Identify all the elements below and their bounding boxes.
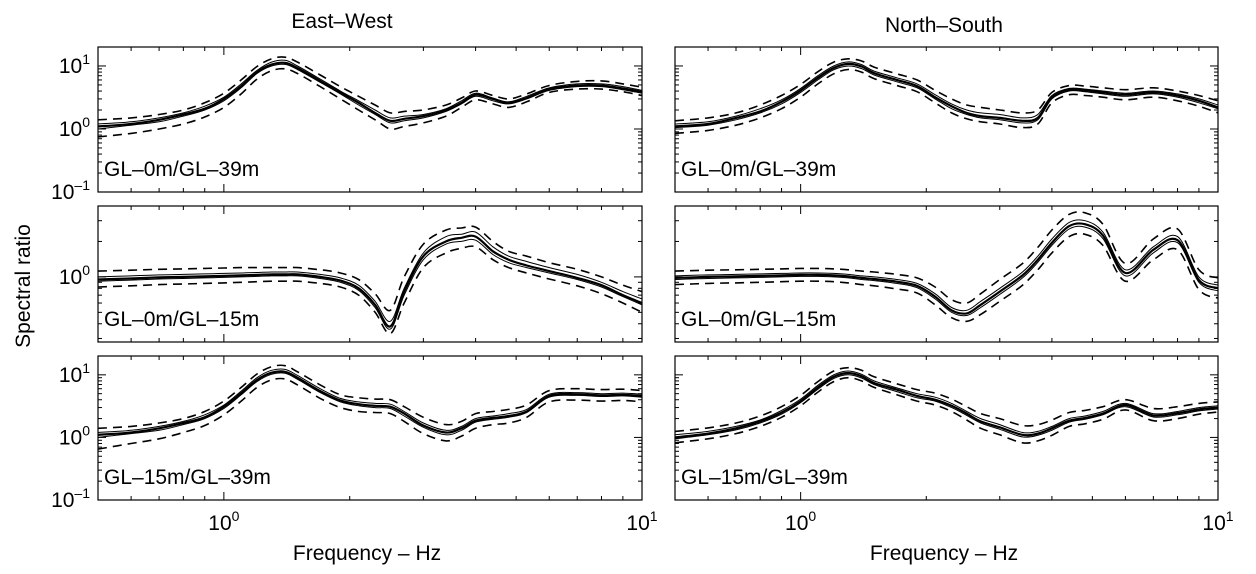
- axes-frame: [97, 205, 643, 343]
- panel-3: 100 GL–0m/GL–15m: [59, 205, 643, 343]
- series-line-dashed: [98, 56, 642, 121]
- series-line-thick: [98, 370, 642, 436]
- panel-4: GL–0m/GL–15m: [674, 205, 1219, 343]
- series-line-thin: [675, 370, 1218, 436]
- panel-1: 10–1 100 101 GL–0m/GL–39m: [51, 46, 643, 204]
- panel-5: 10–1 100 101 100 101 GL–15m/GL–39m: [51, 355, 658, 535]
- x-axis-label-right: Frequency – Hz: [870, 542, 1018, 565]
- panel-2: GL–0m/GL–39m: [674, 46, 1219, 193]
- series-line-thin: [98, 372, 642, 438]
- series-line-thin: [675, 374, 1218, 440]
- series-group: [675, 366, 1218, 444]
- series-group: [98, 56, 642, 138]
- series-line-dashed: [675, 57, 1218, 122]
- series-line-dashed: [98, 245, 642, 335]
- tick-marks: [674, 355, 1219, 501]
- panel-annotation: GL–15m/GL–39m: [681, 466, 848, 489]
- x-tick-label: 101: [626, 508, 657, 535]
- panel-annotation: GL–0m/GL–15m: [681, 308, 836, 331]
- column-title-north-south: North–South: [885, 14, 1003, 37]
- series-line-dashed: [98, 377, 642, 450]
- series-line-thin: [98, 63, 642, 130]
- y-tick-label: 10–1: [51, 177, 90, 204]
- panel-annotation: GL–15m/GL–39m: [104, 466, 271, 489]
- panel-6: 100 101 GL–15m/GL–39m: [674, 355, 1234, 535]
- series-line-thin: [675, 225, 1218, 317]
- axes-frame: [674, 355, 1219, 501]
- series-line-dashed: [675, 232, 1218, 323]
- series-line-thin: [675, 65, 1218, 129]
- series-line-dashed: [675, 366, 1218, 433]
- series-group: [98, 225, 642, 335]
- y-tick-label: 100: [59, 262, 90, 289]
- panel-annotation: GL–0m/GL–39m: [681, 158, 836, 181]
- series-group: [675, 211, 1218, 323]
- y-tick-label: 101: [59, 51, 90, 78]
- series-line-thin: [98, 238, 642, 330]
- series-line-thick: [675, 222, 1218, 315]
- series-line-dashed: [98, 364, 642, 430]
- series-line-dashed: [675, 211, 1218, 305]
- panels-layer: 10–1 100 101 GL–0m/GL–39m GL–0m/GL–39m 100 GL–…: [51, 46, 1234, 535]
- series-line-thin: [98, 59, 642, 125]
- series-line-thin: [675, 219, 1218, 312]
- series-line-thick: [675, 371, 1218, 439]
- tick-marks: [97, 46, 643, 193]
- x-axis-label-left: Frequency – Hz: [293, 542, 441, 565]
- panel-annotation: GL–0m/GL–15m: [104, 308, 259, 331]
- y-tick-label: 101: [59, 360, 90, 387]
- series-line-thin: [675, 61, 1218, 125]
- y-axis-label: Spectral ratio: [12, 224, 35, 348]
- column-title-east-west: East–West: [291, 10, 392, 33]
- series-line-dashed: [98, 225, 642, 312]
- axes-frame: [674, 205, 1219, 343]
- y-tick-label: 100: [59, 114, 90, 141]
- x-tick-label: 101: [1202, 508, 1233, 535]
- y-tick-label: 100: [59, 422, 90, 449]
- series-line-thick: [98, 234, 642, 328]
- tick-marks: [674, 46, 1219, 193]
- series-line-thick: [675, 62, 1218, 128]
- series-line-dashed: [675, 68, 1218, 135]
- series-group: [675, 57, 1218, 135]
- series-line-dashed: [675, 376, 1218, 444]
- series-group: [98, 364, 642, 450]
- series-line-thin: [98, 230, 642, 322]
- panel-annotation: GL–0m/GL–39m: [104, 158, 259, 181]
- y-tick-label: 10–1: [51, 485, 90, 512]
- x-tick-label: 100: [208, 508, 239, 535]
- axes-frame: [674, 46, 1219, 193]
- series-line-thick: [98, 61, 642, 128]
- x-tick-label: 100: [785, 508, 816, 535]
- series-line-dashed: [98, 67, 642, 138]
- series-line-thin: [98, 368, 642, 433]
